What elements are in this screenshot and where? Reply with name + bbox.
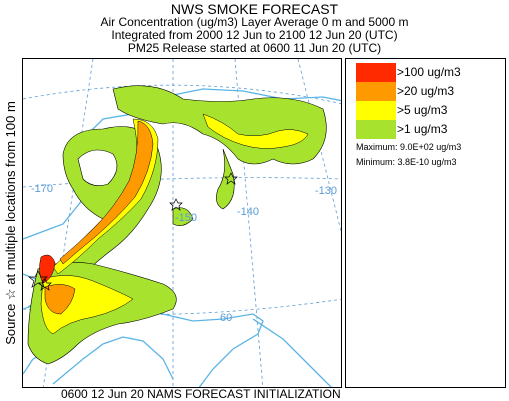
legend-label-over-5: >5 ug/m3	[397, 103, 448, 117]
legend-item-over-5: >5 ug/m3	[356, 101, 496, 120]
legend-item-over-20: >20 ug/m3	[356, 82, 496, 101]
legend-label-over-20: >20 ug/m3	[397, 84, 455, 98]
source-markers	[28, 172, 238, 291]
lon-label-150: -150	[175, 212, 197, 224]
legend-label-over-1: >1 ug/m3	[397, 122, 448, 136]
integration-period: Integrated from 2000 12 Jun to 2100 12 J…	[111, 28, 398, 42]
lon-label-170: -170	[31, 183, 53, 195]
legend-label-over-100: >100 ug/m3	[397, 65, 461, 79]
legend-swatch-green	[356, 120, 396, 139]
legend-swatch-orange	[356, 82, 396, 101]
legend-swatch-red	[356, 63, 396, 82]
lon-label-140: -140	[237, 206, 259, 218]
lon-label-130: -130	[315, 185, 337, 197]
legend-swatch-yellow	[356, 101, 396, 120]
smoke-map: -170 -150 -140 -130 60	[22, 58, 342, 388]
legend-item-over-100: >100 ug/m3	[356, 63, 496, 82]
map-title: NWS SMOKE FORECAST	[170, 1, 339, 17]
lat-label-60: 60	[220, 312, 232, 324]
legend-minimum: Minimum: 3.8E-10 ug/m3	[356, 157, 457, 167]
smoke-over-20	[44, 120, 154, 315]
source-label: Source ☆ at multiple locations from 100 …	[3, 101, 18, 345]
legend-panel: >100 ug/m3 >20 ug/m3 >5 ug/m3 >1 ug/m3 M…	[345, 58, 506, 388]
smoke-over-100	[39, 254, 56, 284]
legend-maximum: Maximum: 9.0E+02 ug/m3	[356, 142, 462, 152]
concentration-subtitle: Air Concentration (ug/m3) Layer Average …	[100, 15, 409, 29]
source-label-container: Source ☆ at multiple locations from 100 …	[0, 58, 22, 388]
forecast-initialization: 0600 12 Jun 20 NAMS FORECAST INITIALIZAT…	[61, 387, 341, 401]
release-info: PM25 Release started at 0600 11 Jun 20 (…	[127, 41, 382, 55]
legend-item-over-1: >1 ug/m3	[356, 120, 496, 139]
